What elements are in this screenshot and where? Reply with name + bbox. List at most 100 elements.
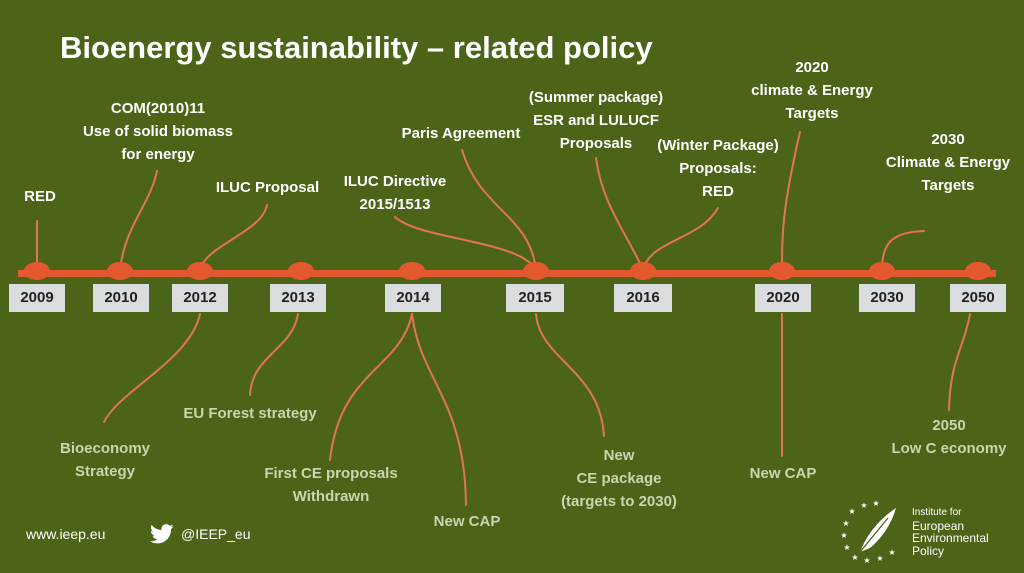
event-2030-targets: 2030 Climate & Energy Targets xyxy=(874,128,1022,197)
svg-text:★: ★ xyxy=(851,553,858,562)
event-new-ce-package-line: New xyxy=(603,447,635,464)
event-iluc-directive: ILUC Directive 2015/1513 xyxy=(330,170,460,216)
event-first-ce: First CE proposals Withdrawn xyxy=(248,462,414,508)
event-low-c-economy-line: Low C economy xyxy=(891,440,1007,457)
svg-text:★: ★ xyxy=(842,519,849,528)
event-new-cap-2020-line: New CAP xyxy=(749,465,817,482)
logo-line: Policy xyxy=(912,543,945,558)
timeline-marker-2009 xyxy=(24,262,50,280)
svg-text:★: ★ xyxy=(888,548,895,557)
timeline-marker-2020 xyxy=(769,262,795,280)
event-2030-targets-line: 2030 xyxy=(931,131,965,148)
connector-paris xyxy=(461,149,537,271)
event-paris-agreement: Paris Agreement xyxy=(390,122,532,145)
connector-summer-package xyxy=(595,157,644,271)
event-iluc-proposal: ILUC Proposal xyxy=(205,176,330,199)
twitter-handle[interactable]: @IEEP_eu xyxy=(181,526,251,542)
event-bioeconomy: Bioeconomy Strategy xyxy=(40,437,170,483)
twitter-bird-icon[interactable] xyxy=(150,524,174,544)
event-new-cap-2014: New CAP xyxy=(417,510,517,533)
timeline-marker-2050 xyxy=(965,262,991,280)
svg-text:★: ★ xyxy=(843,543,850,552)
event-2020-targets-line: Targets xyxy=(785,105,839,122)
event-low-c-economy-line: 2050 xyxy=(932,417,966,434)
connector-low-c-economy xyxy=(948,313,971,411)
event-paris-agreement-line: Paris Agreement xyxy=(401,125,521,142)
event-iluc-directive-line: ILUC Directive xyxy=(343,173,447,190)
event-2020-targets: 2020 climate & Energy Targets xyxy=(737,56,887,125)
event-winter-package-line: (Winter Package) xyxy=(657,137,779,154)
event-summer-package: (Summer package) ESR and LULUCF Proposal… xyxy=(515,86,677,155)
event-com2010: COM(2010)11 Use of solid biomass for ene… xyxy=(68,97,248,166)
event-winter-package: (Winter Package) Proposals: RED xyxy=(645,134,791,203)
connector-iluc-proposal xyxy=(199,204,268,271)
event-low-c-economy: 2050 Low C economy xyxy=(879,414,1019,460)
event-red-line: RED xyxy=(24,188,56,205)
timeline-marker-2015 xyxy=(523,262,549,280)
event-bioeconomy-line: Strategy xyxy=(74,463,136,480)
event-com2010-line: for energy xyxy=(121,146,195,163)
ieep-logo-text: Institute for European Environmental Pol… xyxy=(912,507,989,557)
timeline-marker-2013 xyxy=(288,262,314,280)
event-2020-targets-line: climate & Energy xyxy=(751,82,873,99)
year-box-2009: 2009 xyxy=(9,284,65,312)
timeline-bar xyxy=(18,270,996,277)
year-box-2030: 2030 xyxy=(859,284,915,312)
year-box-2015: 2015 xyxy=(506,284,564,312)
logo-line: European xyxy=(912,518,965,533)
event-iluc-proposal-line: ILUC Proposal xyxy=(215,179,320,196)
event-winter-package-line: RED xyxy=(702,183,734,200)
svg-text:★: ★ xyxy=(848,507,855,516)
event-bioeconomy-line: Bioeconomy xyxy=(59,440,150,457)
connector-com2010 xyxy=(119,170,158,271)
timeline-marker-2012 xyxy=(187,262,213,280)
event-first-ce-line: First CE proposals xyxy=(264,465,398,482)
year-box-2010: 2010 xyxy=(93,284,149,312)
event-summer-package-line: ESR and LULUCF xyxy=(533,112,659,129)
year-box-2020: 2020 xyxy=(755,284,811,312)
event-iluc-directive-line: 2015/1513 xyxy=(359,196,431,213)
year-box-2014: 2014 xyxy=(385,284,441,312)
event-new-ce-package-line: CE package xyxy=(576,470,662,487)
event-summer-package-line: (Summer package) xyxy=(528,89,664,106)
svg-text:★: ★ xyxy=(872,500,879,508)
event-new-ce-package-line: (targets to 2030) xyxy=(561,493,677,510)
event-com2010-line: Use of solid biomass xyxy=(82,123,234,140)
logo-line: Environmental xyxy=(912,531,989,545)
event-new-ce-package: New CE package (targets to 2030) xyxy=(540,444,698,513)
connector-new-ce-package xyxy=(535,313,605,437)
event-forest-strategy-line: EU Forest strategy xyxy=(183,405,317,422)
svg-text:★: ★ xyxy=(863,556,870,564)
website-link[interactable]: www.ieep.eu xyxy=(26,526,106,542)
event-new-cap-2014-line: New CAP xyxy=(433,513,501,530)
connector-iluc-directive xyxy=(394,216,537,271)
event-red: RED xyxy=(10,185,70,208)
event-2030-targets-line: Targets xyxy=(921,177,975,194)
svg-text:★: ★ xyxy=(840,531,847,540)
event-new-cap-2020: New CAP xyxy=(733,462,833,485)
year-box-2012: 2012 xyxy=(172,284,228,312)
connector-2020-targets xyxy=(781,131,801,271)
event-forest-strategy: EU Forest strategy xyxy=(170,402,330,425)
logo-line: Institute for xyxy=(912,507,962,518)
timeline-marker-2016 xyxy=(630,262,656,280)
year-box-2050: 2050 xyxy=(950,284,1006,312)
feather-stars-icon: ★★★ ★★ ★ ★★★ ★ xyxy=(840,500,896,564)
year-box-2016: 2016 xyxy=(614,284,672,312)
timeline-marker-2014 xyxy=(399,262,425,280)
year-box-2013: 2013 xyxy=(270,284,326,312)
timeline-marker-2010 xyxy=(107,262,133,280)
event-2030-targets-line: Climate & Energy xyxy=(885,154,1011,171)
connector-first-ce xyxy=(329,313,413,461)
connector-bioeconomy xyxy=(103,313,201,423)
connector-forest-strategy xyxy=(249,313,299,396)
connector-new-cap-2014 xyxy=(411,313,467,506)
svg-text:★: ★ xyxy=(860,501,867,510)
svg-text:★: ★ xyxy=(876,554,883,563)
timeline-marker-2030 xyxy=(869,262,895,280)
event-first-ce-line: Withdrawn xyxy=(292,488,370,505)
event-winter-package-line: Proposals: xyxy=(679,160,757,177)
connector-winter-package xyxy=(642,207,719,271)
slide-title: Bioenergy sustainability – related polic… xyxy=(60,30,653,65)
